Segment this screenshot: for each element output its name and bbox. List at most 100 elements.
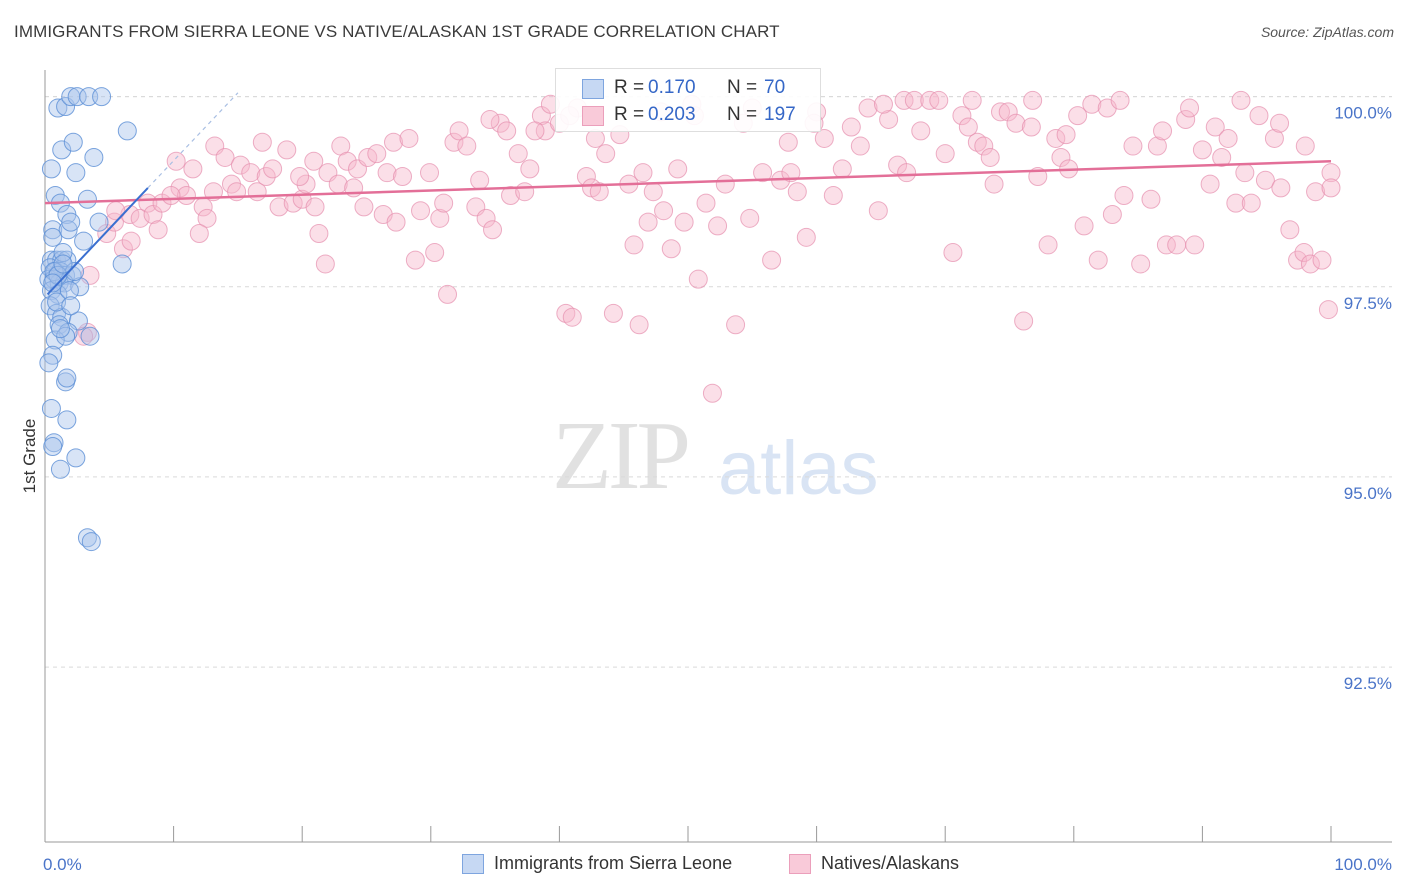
data-point-natives [603,303,623,323]
data-point-sierra-leone [84,147,104,167]
data-point-natives [1306,182,1326,202]
data-point-sierra-leone [45,330,65,350]
data-point-natives [197,208,217,228]
data-point-natives [1141,189,1161,209]
data-point-sierra-leone [53,254,73,274]
data-point-natives [562,307,582,327]
data-point-natives [1321,178,1341,198]
data-point-natives [1249,106,1269,126]
data-point-natives [296,174,316,194]
data-point-natives [269,197,289,217]
data-point-natives [384,132,404,152]
data-point-natives [497,121,517,141]
legend-r-value: 0.170 [648,77,696,98]
data-point-sierra-leone [57,410,77,430]
data-point-natives [1280,220,1300,240]
data-point-natives [998,102,1018,122]
x-tick-label-max: 100.0% [1334,855,1392,874]
data-point-natives [873,94,893,114]
data-point-natives [753,163,773,183]
data-point-sierra-leone [66,163,86,183]
data-point-natives [377,163,397,183]
data-point-natives [315,254,335,274]
data-point-natives [1123,136,1143,156]
data-point-natives [444,132,464,152]
data-point-natives [166,151,186,171]
data-point-natives [1068,106,1088,126]
data-point-sierra-leone [81,532,101,552]
data-point-natives [176,185,196,205]
data-point-natives [1046,128,1066,148]
data-point-natives [393,166,413,186]
data-point-natives [868,201,888,221]
data-point-natives [643,182,663,202]
data-point-natives [405,250,425,270]
data-point-natives [1185,235,1205,255]
data-point-natives [525,121,545,141]
data-point-natives [585,128,605,148]
data-point-natives [1318,300,1338,320]
data-point-natives [781,163,801,183]
data-point-natives [841,117,861,137]
data-point-natives [1294,243,1314,263]
data-point-natives [858,98,878,118]
data-point-natives [879,109,899,129]
data-point-natives [1300,254,1320,274]
y-tick-label: 100.0% [1334,104,1392,123]
data-point-natives [589,182,609,202]
data-point-natives [148,220,168,240]
data-point-natives [501,185,521,205]
y-tick-label: 97.5% [1344,294,1392,313]
data-point-natives [990,102,1010,122]
data-point-sierra-leone [112,254,132,274]
data-point-natives [189,224,209,244]
data-point-natives [476,208,496,228]
data-point-sierra-leone [43,436,63,456]
data-point-natives [309,224,329,244]
data-point-natives [1156,235,1176,255]
data-point-natives [520,159,540,179]
data-point-natives [850,136,870,156]
data-point-natives [654,201,674,221]
data-point-natives [740,208,760,228]
data-point-natives [1147,136,1167,156]
data-point-natives [1321,163,1341,183]
data-point-natives [1023,90,1043,110]
data-point-sierra-leone [66,448,86,468]
data-point-natives [1014,311,1034,331]
data-point-sierra-leone [48,98,68,118]
data-point-sierra-leone [74,231,94,251]
data-point-natives [1131,254,1151,274]
data-point-natives [277,140,297,160]
data-point-natives [668,159,688,179]
series-legend: Immigrants from Sierra Leone Natives/Ala… [0,852,1406,878]
data-point-natives [367,144,387,164]
data-point-natives [984,174,1004,194]
legend-r-value: 0.203 [648,104,696,125]
data-point-natives [911,121,931,141]
data-point-natives [438,284,458,304]
data-point-natives [386,212,406,232]
stats-legend: R = 0.170 N = 70 R = 0.203 N = 197 [555,68,821,132]
data-point-natives [305,197,325,217]
data-point-sierra-leone [50,459,70,479]
trend-line-sierra-leone [46,187,149,296]
data-point-natives [980,147,1000,167]
data-point-natives [726,315,746,335]
data-point-sierra-leone [52,140,72,160]
data-point-natives [354,197,374,217]
data-point-natives [629,315,649,335]
data-point-natives [708,216,728,236]
data-point-natives [304,151,324,171]
data-point-natives [624,235,644,255]
watermark-atlas: atlas [718,426,879,511]
source-label: Source: ZipAtlas.com [1260,24,1394,40]
data-point-natives [1218,128,1238,148]
data-point-sierra-leone [59,281,79,301]
data-point-natives [1074,216,1094,236]
data-point-natives [411,201,431,221]
data-point-natives [120,205,140,225]
data-point-sierra-leone [43,273,63,293]
data-point-natives [203,182,223,202]
